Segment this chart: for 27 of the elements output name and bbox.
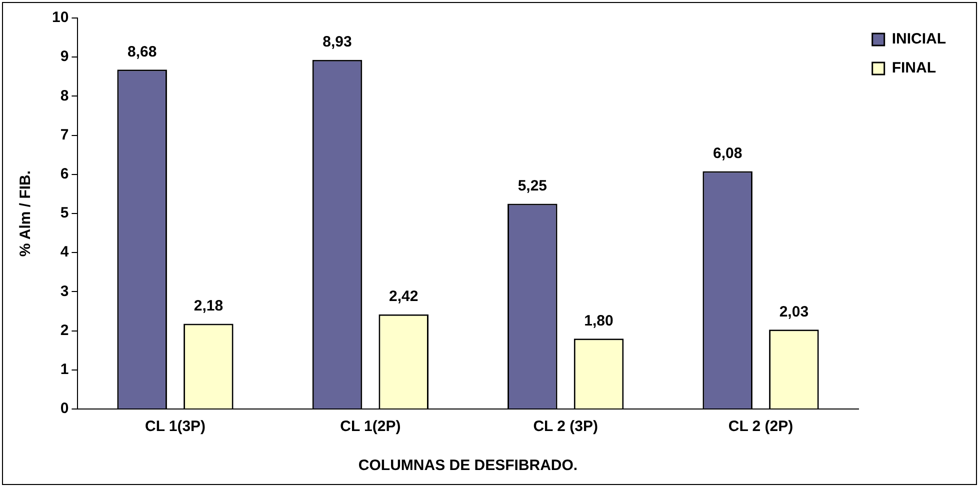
data-label: 6,08 (712, 144, 742, 162)
data-label: 8,68 (127, 43, 157, 60)
data-label: 2,03 (779, 303, 809, 320)
data-label: 8,93 (322, 33, 352, 50)
y-tick-label: 9 (60, 48, 69, 66)
y-axis-title: % Alm / FIB. (17, 170, 34, 257)
legend-label: FINAL (892, 60, 936, 77)
y-tick-label: 8 (60, 87, 69, 104)
x-tick-label: CL 1(3P) (144, 418, 206, 436)
x-tick-label: CL 1(2P) (340, 418, 401, 436)
y-tick-label: 0 (60, 400, 69, 418)
x-tick-label: CL 2 (2P) (728, 418, 794, 436)
y-tick-label: 4 (60, 244, 70, 261)
y-tick-label: 3 (60, 282, 69, 300)
legend-label: INICIAL (892, 30, 946, 48)
data-label: 2,42 (389, 288, 418, 306)
y-tick-label: 7 (60, 126, 69, 144)
y-tick-label: 10 (52, 9, 69, 26)
y-tick-label: 2 (60, 322, 69, 339)
data-label: 1,80 (584, 312, 614, 330)
y-tick-label: 5 (60, 204, 69, 222)
x-tick-label: CL 2 (3P) (533, 418, 598, 436)
y-tick-label: 1 (60, 361, 69, 378)
y-tick-label: 6 (60, 166, 69, 183)
data-label: 2,18 (194, 297, 224, 314)
x-axis-title: COLUMNAS DE DESFIBRADO. (358, 457, 578, 474)
data-label: 5,25 (518, 177, 548, 194)
